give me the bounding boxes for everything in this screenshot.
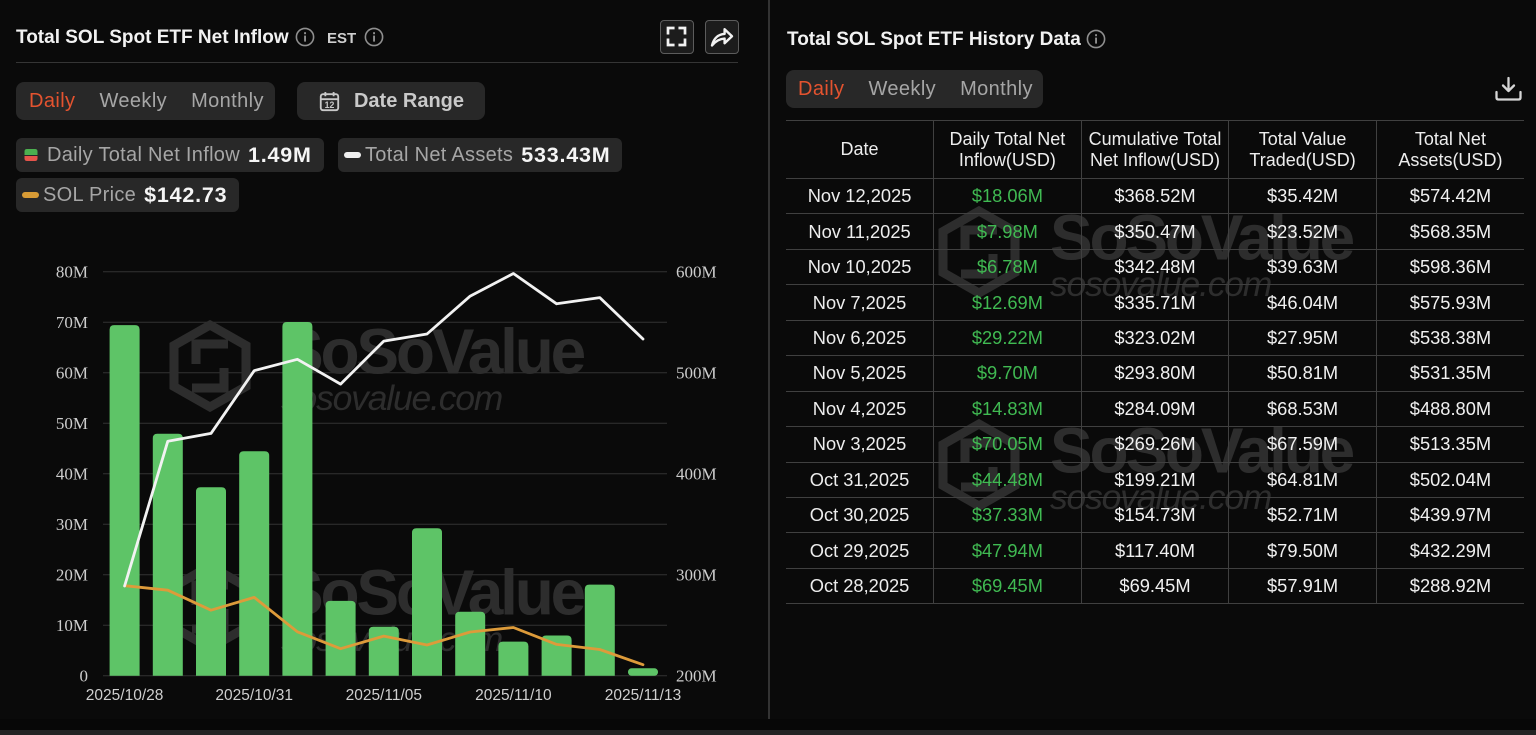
svg-text:10M: 10M	[56, 616, 88, 635]
svg-text:50M: 50M	[56, 414, 88, 433]
svg-text:2025/11/05: 2025/11/05	[346, 687, 422, 704]
svg-text:0: 0	[80, 666, 89, 685]
svg-text:600M: 600M	[676, 262, 717, 281]
svg-text:30M: 30M	[56, 515, 88, 534]
svg-text:12: 12	[325, 99, 335, 109]
svg-text:2025/11/10: 2025/11/10	[475, 687, 552, 704]
svg-text:400M: 400M	[676, 464, 717, 483]
svg-text:70M: 70M	[56, 313, 88, 332]
svg-text:200M: 200M	[676, 666, 717, 685]
svg-text:2025/10/28: 2025/10/28	[86, 687, 164, 704]
svg-text:2025/11/13: 2025/11/13	[605, 687, 681, 704]
svg-text:300M: 300M	[676, 565, 717, 584]
svg-text:80M: 80M	[56, 262, 88, 281]
svg-text:500M: 500M	[676, 363, 717, 382]
svg-text:20M: 20M	[56, 565, 88, 584]
svg-text:40M: 40M	[56, 464, 88, 483]
svg-text:60M: 60M	[56, 363, 88, 382]
svg-text:2025/10/31: 2025/10/31	[215, 687, 293, 704]
